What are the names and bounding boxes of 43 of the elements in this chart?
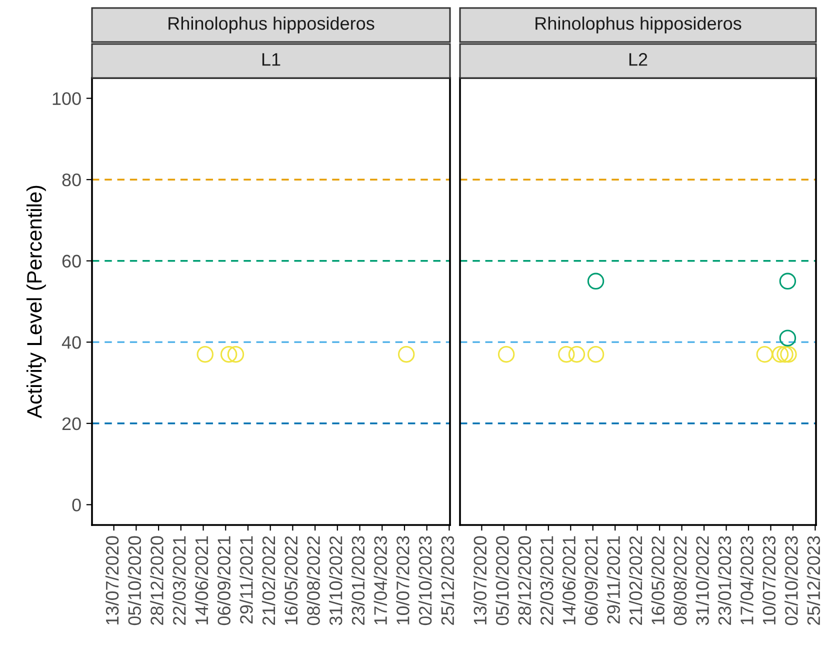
x-tick-label: 29/11/2021 — [606, 536, 620, 624]
x-tick-label: 02/10/2023 — [418, 536, 432, 626]
x-tick-label: 14/06/2021 — [194, 536, 208, 624]
y-tick-label: 100 — [52, 92, 81, 106]
x-tick-label: 23/01/2023 — [718, 536, 732, 625]
x-tick-label: 29/11/2021 — [240, 536, 253, 624]
x-tick-label: 23/01/2023 — [351, 536, 365, 625]
chart-title: Rhinolophus hipposideros — [168, 16, 374, 34]
x-tick-label: 17/04/2023 — [374, 536, 387, 624]
x-tick-label: 06/09/2021 — [584, 536, 598, 626]
x-tick-label: 08/08/2022 — [673, 536, 687, 626]
y-axis-title: Activity Level (Percentile) — [26, 186, 46, 418]
x-tick-label: 06/09/2021 — [217, 536, 230, 626]
x-tick-label: 25/12/2023 — [806, 536, 820, 625]
chart-subtitle: L2 — [629, 53, 648, 66]
x-tick-label: 31/10/2022 — [328, 536, 342, 626]
x-tick-label: 31/10/2022 — [696, 536, 709, 626]
x-tick-label: 10/07/2023 — [762, 536, 776, 624]
x-tick-label: 02/10/2023 — [784, 536, 798, 626]
x-tick-label: 21/02/2022 — [628, 536, 642, 625]
x-tick-label: 14/06/2021 — [562, 536, 576, 624]
x-tick-label: 13/07/2020 — [473, 536, 487, 624]
x-tick-label: 13/07/2020 — [105, 536, 119, 624]
x-tick-label: 16/05/2022 — [284, 536, 298, 624]
y-tick-label: 20 — [62, 417, 81, 430]
x-tick-label: 28/12/2020 — [518, 536, 532, 625]
x-tick-label: 16/05/2022 — [651, 536, 664, 624]
x-tick-label: 21/02/2022 — [262, 536, 276, 625]
y-tick-label: 0 — [72, 498, 81, 512]
y-tick-label: 40 — [62, 336, 81, 349]
x-tick-label: 10/07/2023 — [396, 536, 410, 624]
x-tick-label: 05/10/2020 — [496, 536, 509, 626]
x-tick-label: 22/03/2021 — [540, 536, 554, 625]
chart-title: Rhinolophus hipposideros — [536, 16, 742, 34]
chart-subtitle: L1 — [262, 53, 280, 66]
x-tick-label: 25/12/2023 — [440, 536, 454, 625]
y-tick-label: 60 — [62, 254, 81, 268]
x-tick-label: 22/03/2021 — [172, 536, 186, 625]
x-tick-label: 08/08/2022 — [306, 536, 320, 626]
x-tick-label: 28/12/2020 — [150, 536, 164, 625]
x-tick-label: 05/10/2020 — [128, 536, 142, 626]
x-tick-label: 17/04/2023 — [740, 536, 754, 624]
y-tick-label: 80 — [62, 174, 81, 186]
